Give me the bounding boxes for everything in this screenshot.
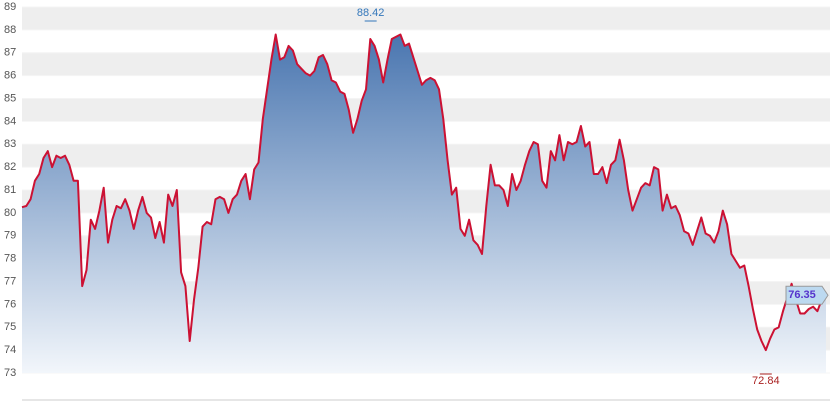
- y-tick-label: 87: [4, 47, 16, 59]
- y-tick-label: 76: [4, 298, 16, 310]
- y-tick-label: 86: [4, 70, 16, 82]
- y-tick-label: 79: [4, 230, 16, 242]
- y-tick-label: 75: [4, 321, 16, 333]
- grid-band: [22, 52, 830, 76]
- line: [21, 33, 827, 352]
- last-label: 76.35: [788, 289, 816, 301]
- max-label: 88.42: [357, 7, 385, 19]
- y-tick-label: 80: [4, 207, 16, 219]
- min-label: 72.84: [752, 375, 780, 387]
- y-tick-label: 88: [4, 24, 16, 36]
- y-tick-label: 85: [4, 92, 16, 104]
- y-tick-label: 82: [4, 161, 16, 173]
- y-tick-label: 83: [4, 138, 16, 150]
- y-tick-label: 89: [4, 1, 16, 13]
- y-tick-label: 81: [4, 184, 16, 196]
- y-tick-label: 84: [4, 115, 16, 127]
- y-tick-label: 74: [4, 344, 16, 356]
- y-tick-label: 73: [4, 367, 16, 379]
- grid-band: [22, 7, 830, 30]
- y-tick-label: 77: [4, 275, 16, 287]
- area: [22, 34, 826, 373]
- last-label-box: [785, 285, 829, 305]
- y-tick-label: 78: [4, 253, 16, 265]
